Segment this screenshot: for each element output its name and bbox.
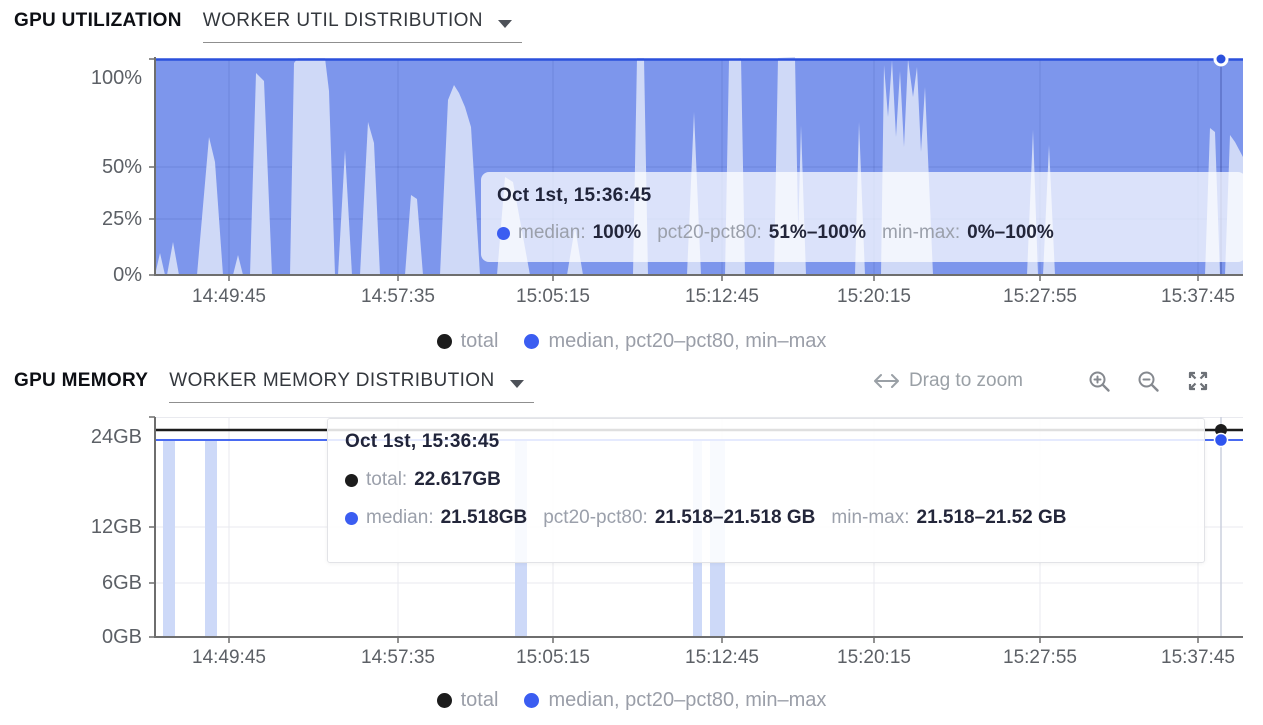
x-axis-label: 15:37:45 <box>1161 286 1235 307</box>
arrow-left-right-icon <box>873 374 899 388</box>
min-max-drop-bar <box>163 441 175 637</box>
fullscreen-button[interactable] <box>1183 366 1213 396</box>
util-distribution-dropdown[interactable]: WORKER UTIL DISTRIBUTION <box>202 8 522 43</box>
y-axis-label: 25% <box>101 208 142 230</box>
section-title-gpu-memory: GPU MEMORY <box>14 370 149 391</box>
legend-item-total: total <box>436 330 498 353</box>
min-max-band-spike <box>155 253 165 275</box>
min-max-band-spike <box>167 242 179 275</box>
min-max-value: 0%–100% <box>967 222 1054 243</box>
chevron-down-icon <box>497 19 512 28</box>
median-series-dot <box>497 226 510 240</box>
pct20-pct80-label: pct20-pct80: <box>543 507 648 528</box>
y-axis-label: 0% <box>113 264 142 286</box>
min-max-value: 21.518–21.52 GB <box>916 507 1067 528</box>
min-max-band-spike <box>233 255 243 275</box>
min-max-band-spike <box>290 58 335 275</box>
y-axis-label: 24GB <box>90 426 142 448</box>
pct20-pct80-value: 21.518–21.518 GB <box>654 507 816 528</box>
util-dropdown-value: WORKER UTIL DISTRIBUTION <box>202 10 483 31</box>
zoom-out-icon <box>1138 371 1159 392</box>
legend-item-total: total <box>436 689 498 712</box>
min-max-drop-bar <box>205 441 217 637</box>
x-axis-label: 14:57:35 <box>361 286 435 307</box>
median-series-dot <box>345 511 358 525</box>
y-axis-label: 0GB <box>101 626 142 648</box>
min-max-band-spike <box>440 85 480 275</box>
median-value: 21.518GB <box>440 507 528 528</box>
min-max-band-spike <box>250 73 272 275</box>
expand-icon <box>1188 371 1208 391</box>
x-axis-label: 15:05:15 <box>516 647 590 668</box>
min-max-label: min-max: <box>882 222 961 243</box>
min-max-band-spike <box>338 150 352 275</box>
min-max-band-spike <box>405 195 423 275</box>
total-label: total: <box>366 469 408 490</box>
total-series-dot <box>436 693 452 708</box>
util-chart-tooltip: Oct 1st, 15:36:45 median: 100% pct20-pct… <box>481 172 1246 262</box>
chart-zoom-toolbar: Drag to zoom <box>873 366 1213 396</box>
median-series-dot <box>524 693 540 708</box>
min-max-label: min-max: <box>831 507 910 528</box>
hover-marker-total <box>1215 424 1227 436</box>
memory-chart-legend: total median, pct20–pct80, min–max <box>0 689 1263 712</box>
median-label: median: <box>366 507 434 528</box>
min-max-band-spike <box>360 122 380 275</box>
x-axis-label: 15:20:15 <box>837 286 911 307</box>
median-value: 100% <box>592 222 642 243</box>
tooltip-total-row: total: 22.617GB <box>345 469 1187 491</box>
x-axis-label: 15:05:15 <box>516 286 590 307</box>
x-axis-label: 14:57:35 <box>361 647 435 668</box>
memory-distribution-dropdown[interactable]: WORKER MEMORY DISTRIBUTION <box>169 368 534 403</box>
x-axis-label: 14:49:45 <box>192 647 266 668</box>
y-axis-label: 100% <box>90 67 142 89</box>
min-max-band-spike <box>197 137 223 275</box>
section-title-gpu-utilization: GPU UTILIZATION <box>14 10 182 31</box>
hover-marker <box>1213 51 1229 67</box>
zoom-in-icon <box>1089 371 1110 392</box>
x-axis-label: 15:20:15 <box>837 647 911 668</box>
gpu-memory-header: GPU MEMORY WORKER MEMORY DISTRIBUTION <box>14 368 534 403</box>
median-label: median: <box>518 222 586 243</box>
memory-dropdown-value: WORKER MEMORY DISTRIBUTION <box>169 370 495 391</box>
tooltip-timestamp: Oct 1st, 15:36:45 <box>345 431 500 452</box>
x-axis-label: 15:12:45 <box>685 647 759 668</box>
pct20-pct80-value: 51%–100% <box>768 222 866 243</box>
total-value: 22.617GB <box>414 469 501 490</box>
zoom-out-button[interactable] <box>1134 367 1163 396</box>
total-series-dot <box>345 473 358 487</box>
hover-marker-median <box>1213 432 1229 448</box>
memory-chart-tooltip: Oct 1st, 15:36:45 total: 22.617GB median… <box>327 418 1205 563</box>
util-chart-legend: total median, pct20–pct80, min–max <box>0 330 1263 353</box>
total-series-dot <box>436 334 452 349</box>
x-axis-label: 15:37:45 <box>1161 647 1235 668</box>
chevron-down-icon <box>509 379 524 388</box>
x-axis-label: 15:12:45 <box>685 286 759 307</box>
x-axis-label: 14:49:45 <box>192 286 266 307</box>
legend-item-distribution: median, pct20–pct80, min–max <box>524 689 826 712</box>
zoom-in-button[interactable] <box>1085 367 1114 396</box>
median-series-dot <box>524 334 540 349</box>
pct20-pct80-label: pct20-pct80: <box>657 222 762 243</box>
y-axis-label: 6GB <box>101 572 142 594</box>
x-axis-label: 15:27:55 <box>1003 286 1077 307</box>
y-axis-label: 12GB <box>90 516 142 538</box>
x-axis-label: 15:27:55 <box>1003 647 1077 668</box>
tooltip-timestamp: Oct 1st, 15:36:45 <box>497 185 652 206</box>
legend-item-distribution: median, pct20–pct80, min–max <box>524 330 826 353</box>
tooltip-median-row: median: 100% pct20-pct80: 51%–100% min-m… <box>497 222 1230 244</box>
tooltip-median-row: median: 21.518GB pct20-pct80: 21.518–21.… <box>345 507 1187 529</box>
gpu-utilization-header: GPU UTILIZATION WORKER UTIL DISTRIBUTION <box>14 8 522 43</box>
drag-to-zoom-hint: Drag to zoom <box>873 370 1023 392</box>
y-axis-label: 50% <box>101 156 142 178</box>
